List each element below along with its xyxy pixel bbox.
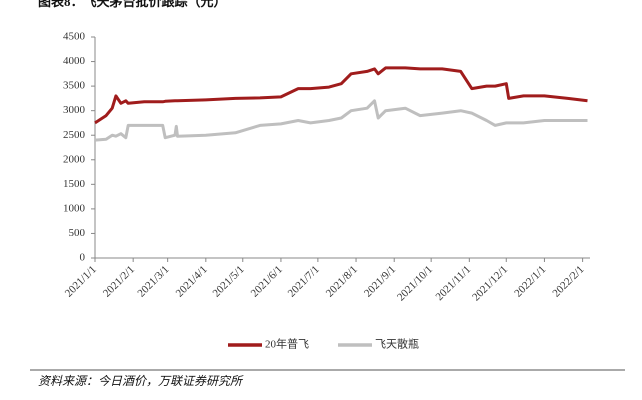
x-tick-label: 2021/12/1 xyxy=(470,263,510,303)
y-tick-label: 1500 xyxy=(63,178,86,190)
legend-label: 飞天散瓶 xyxy=(375,337,419,351)
x-tick-label: 2021/3/1 xyxy=(135,263,171,299)
y-tick-label: 3500 xyxy=(63,80,86,92)
series-line xyxy=(94,99,588,142)
x-tick-label: 2022/1/1 xyxy=(512,263,548,299)
x-tick-label: 2021/4/1 xyxy=(174,263,210,299)
series-line xyxy=(94,66,588,125)
x-tick-label: 2022/2/1 xyxy=(550,263,586,299)
x-tick-label: 2021/1/1 xyxy=(63,263,99,299)
y-tick-label: 4500 xyxy=(63,31,86,43)
x-tick-label: 2021/2/1 xyxy=(101,263,137,299)
source-note: 资料来源：今日酒价，万联证券研究所 xyxy=(38,374,244,388)
legend-label: 20年普飞 xyxy=(265,337,309,351)
x-tick-label: 2021/5/1 xyxy=(211,263,247,299)
x-tick-label: 2021/6/1 xyxy=(249,263,285,299)
y-tick-label: 2500 xyxy=(63,129,86,141)
y-tick-label: 4000 xyxy=(63,55,86,67)
y-tick-label: 0 xyxy=(80,252,86,264)
y-tick-label: 1000 xyxy=(63,202,86,214)
chart-title: 图表8：飞天茅台批价跟踪（元） xyxy=(38,0,227,9)
y-tick-label: 3000 xyxy=(63,104,86,116)
x-tick-label: 2021/10/1 xyxy=(395,263,435,303)
x-tick-label: 2021/7/1 xyxy=(286,263,322,299)
y-tick-label: 2000 xyxy=(63,153,86,165)
x-tick-label: 2021/9/1 xyxy=(362,263,398,299)
x-tick-label: 2021/8/1 xyxy=(324,263,360,299)
y-tick-label: 500 xyxy=(69,227,86,239)
x-tick-label: 2021/11/1 xyxy=(433,263,473,303)
